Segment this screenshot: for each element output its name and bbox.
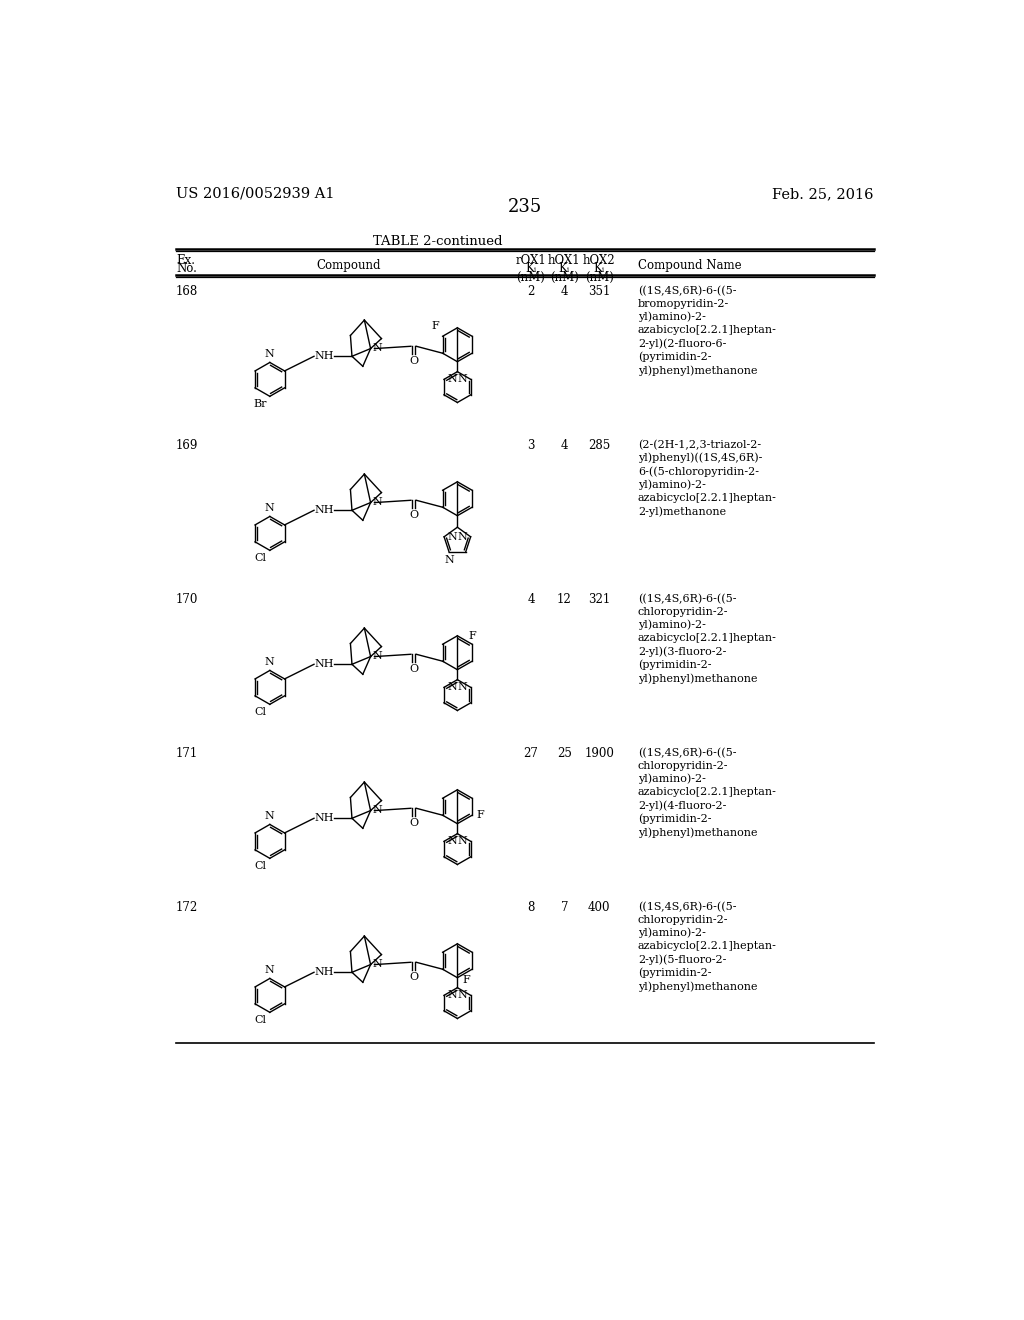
Text: 321: 321 (588, 594, 610, 606)
Text: Cl: Cl (255, 553, 266, 562)
Text: N: N (458, 682, 468, 693)
Text: N: N (265, 503, 274, 512)
Text: N: N (447, 375, 457, 384)
Text: Feb. 25, 2016: Feb. 25, 2016 (772, 187, 873, 201)
Text: 400: 400 (588, 902, 610, 915)
Text: ((1S,4S,6R)-6-((5-
chloropyridin-2-
yl)amino)-2-
azabicyclo[2.2.1]heptan-
2-yl)(: ((1S,4S,6R)-6-((5- chloropyridin-2- yl)a… (638, 902, 777, 991)
Text: N: N (458, 990, 468, 1001)
Text: N: N (373, 805, 383, 814)
Text: 4: 4 (560, 440, 568, 453)
Text: NH: NH (314, 351, 334, 360)
Text: 4: 4 (527, 594, 535, 606)
Text: (nM): (nM) (585, 271, 613, 284)
Text: N: N (447, 682, 457, 693)
Text: 171: 171 (176, 747, 199, 760)
Text: 4: 4 (560, 285, 568, 298)
Text: N: N (458, 532, 468, 541)
Text: ((1S,4S,6R)-6-((5-
chloropyridin-2-
yl)amino)-2-
azabicyclo[2.2.1]heptan-
2-yl)(: ((1S,4S,6R)-6-((5- chloropyridin-2- yl)a… (638, 594, 777, 684)
Text: N: N (373, 651, 383, 661)
Text: ((1S,4S,6R)-6-((5-
bromopyridin-2-
yl)amino)-2-
azabicyclo[2.2.1]heptan-
2-yl)(2: ((1S,4S,6R)-6-((5- bromopyridin-2- yl)am… (638, 285, 777, 376)
Text: N: N (458, 837, 468, 846)
Text: 12: 12 (557, 594, 571, 606)
Text: 351: 351 (588, 285, 610, 298)
Text: N: N (373, 496, 383, 507)
Text: 3: 3 (527, 440, 535, 453)
Text: O: O (410, 972, 419, 982)
Text: Cl: Cl (255, 1015, 266, 1024)
Text: F: F (477, 810, 484, 820)
Text: 235: 235 (508, 198, 542, 216)
Text: 172: 172 (176, 902, 199, 915)
Text: Compound: Compound (316, 259, 381, 272)
Text: Kᵢ: Kᵢ (594, 263, 605, 276)
Text: NH: NH (314, 813, 334, 822)
Text: 168: 168 (176, 285, 199, 298)
Text: 169: 169 (176, 440, 199, 453)
Text: Cl: Cl (255, 861, 266, 871)
Text: O: O (410, 664, 419, 673)
Text: 285: 285 (588, 440, 610, 453)
Text: Kᵢ: Kᵢ (525, 263, 537, 276)
Text: F: F (468, 631, 476, 642)
Text: N: N (373, 958, 383, 969)
Text: NH: NH (314, 504, 334, 515)
Text: Ex.: Ex. (176, 253, 195, 267)
Text: hOX1: hOX1 (548, 253, 581, 267)
Text: Kᵢ: Kᵢ (559, 263, 570, 276)
Text: F: F (431, 321, 438, 331)
Text: O: O (410, 510, 419, 520)
Text: 2: 2 (527, 285, 535, 298)
Text: N: N (265, 810, 274, 821)
Text: N: N (447, 532, 457, 541)
Text: N: N (447, 990, 457, 1001)
Text: 8: 8 (527, 902, 535, 915)
Text: Cl: Cl (255, 706, 266, 717)
Text: NH: NH (314, 966, 334, 977)
Text: NH: NH (314, 659, 334, 668)
Text: (nM): (nM) (550, 271, 579, 284)
Text: 170: 170 (176, 594, 199, 606)
Text: (nM): (nM) (516, 271, 546, 284)
Text: rOX1: rOX1 (516, 253, 547, 267)
Text: N: N (458, 375, 468, 384)
Text: hOX2: hOX2 (583, 253, 615, 267)
Text: N: N (265, 656, 274, 667)
Text: 25: 25 (557, 747, 571, 760)
Text: O: O (410, 355, 419, 366)
Text: ((1S,4S,6R)-6-((5-
chloropyridin-2-
yl)amino)-2-
azabicyclo[2.2.1]heptan-
2-yl)(: ((1S,4S,6R)-6-((5- chloropyridin-2- yl)a… (638, 747, 777, 838)
Text: N: N (265, 965, 274, 974)
Text: N: N (265, 348, 274, 359)
Text: No.: No. (176, 263, 197, 276)
Text: N: N (373, 343, 383, 352)
Text: O: O (410, 817, 419, 828)
Text: Br: Br (253, 399, 266, 409)
Text: 1900: 1900 (585, 747, 614, 760)
Text: Compound Name: Compound Name (638, 259, 741, 272)
Text: F: F (462, 975, 470, 985)
Text: N: N (447, 837, 457, 846)
Text: TABLE 2-continued: TABLE 2-continued (374, 235, 503, 248)
Text: 27: 27 (523, 747, 539, 760)
Text: (2-(2H-1,2,3-triazol-2-
yl)phenyl)((1S,4S,6R)-
6-((5-chloropyridin-2-
yl)amino)-: (2-(2H-1,2,3-triazol-2- yl)phenyl)((1S,4… (638, 440, 777, 517)
Text: 7: 7 (560, 902, 568, 915)
Text: N: N (444, 556, 454, 565)
Text: US 2016/0052939 A1: US 2016/0052939 A1 (176, 187, 335, 201)
